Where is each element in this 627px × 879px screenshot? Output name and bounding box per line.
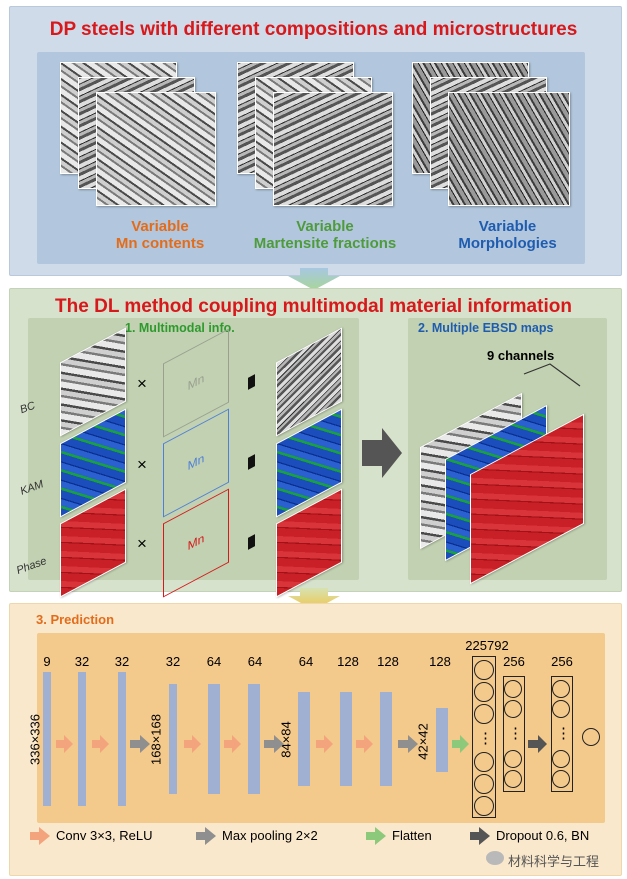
layer-bar xyxy=(208,684,220,794)
ellipsis: ⋮ xyxy=(556,725,571,742)
times-sign: × xyxy=(137,534,147,553)
channels-brace xyxy=(523,363,581,387)
layer-bar xyxy=(298,692,310,786)
neuron xyxy=(504,770,522,788)
ellipsis: ⋮ xyxy=(508,725,523,742)
neuron xyxy=(474,752,494,772)
channel-count: 128 xyxy=(429,654,451,669)
output-neuron xyxy=(582,728,600,746)
channel-count: 9 xyxy=(43,654,51,669)
legend-dropout-label: Dropout 0.6, BN xyxy=(496,828,590,843)
neuron xyxy=(552,700,570,718)
group-morphology-line1: Variable xyxy=(478,218,537,235)
group-martensite-label: Variable Martensite fractions xyxy=(240,218,410,252)
channel-count: 128 xyxy=(377,654,399,669)
layer-bar xyxy=(248,684,260,794)
right-arrow-icon xyxy=(362,428,402,478)
legend-conv-icon xyxy=(30,827,50,845)
neuron xyxy=(474,796,494,816)
section1-title: DP steels with different compositions an… xyxy=(49,19,578,40)
ellipsis: ⋮ xyxy=(478,730,493,747)
channel-count: 128 xyxy=(337,654,359,669)
neuron xyxy=(504,680,522,698)
flatten-layer xyxy=(472,656,496,818)
channel-count: 32 xyxy=(165,654,181,669)
legend-pool-label: Max pooling 2×2 xyxy=(222,828,318,843)
group-morphology-line2: Morphologies xyxy=(458,235,557,252)
legend-flatten-label: Flatten xyxy=(392,828,432,843)
group-morphology-label: Variable Morphologies xyxy=(425,218,590,252)
neuron xyxy=(504,700,522,718)
channel-count: 256 xyxy=(503,654,525,669)
neuron xyxy=(504,750,522,768)
neuron xyxy=(474,682,494,702)
down-arrow-icon xyxy=(288,588,340,610)
dense-layer xyxy=(551,676,573,792)
legend-pool-icon xyxy=(196,827,216,845)
channel-count: 225792 xyxy=(465,638,509,653)
legend-conv-label: Conv 3×3, ReLU xyxy=(56,828,153,843)
neuron xyxy=(474,704,494,724)
layer-bar xyxy=(169,684,177,794)
ebsd-subtitle: 2. Multiple EBSD maps xyxy=(418,321,554,335)
group-martensite-line1: Variable xyxy=(296,218,354,235)
neuron xyxy=(552,750,570,768)
micrograph xyxy=(448,92,570,206)
multimodal-subtitle: 1. Multimodal info. xyxy=(125,321,235,335)
dense-layer xyxy=(503,676,525,792)
legend-flatten-icon xyxy=(366,827,386,845)
micrograph xyxy=(273,92,393,206)
channel-count: 32 xyxy=(114,654,130,669)
mn-label: Mn xyxy=(187,370,205,394)
wechat-icon xyxy=(486,851,504,865)
layer-bar xyxy=(118,672,126,806)
layer-bar xyxy=(340,692,352,786)
neuron xyxy=(474,774,494,794)
section2-title: The DL method coupling multimodal materi… xyxy=(55,296,572,317)
neuron xyxy=(552,770,570,788)
group-martensite-line2: Martensite fractions xyxy=(253,235,397,252)
micrograph xyxy=(96,92,216,206)
times-sign: × xyxy=(137,455,147,474)
group-mn-line2: Mn contents xyxy=(115,235,205,252)
channel-count: 64 xyxy=(298,654,314,669)
layer-bar xyxy=(380,692,392,786)
channels-label: 9 channels xyxy=(487,348,555,363)
section3-title: 3. Prediction xyxy=(36,612,115,627)
group-mn-line1: Variable xyxy=(131,218,189,235)
neuron xyxy=(552,680,570,698)
mn-label: Mn xyxy=(187,530,205,554)
down-arrow-icon xyxy=(288,268,340,290)
layer-bar xyxy=(78,672,86,806)
watermark: 材料科学与工程 xyxy=(508,854,600,869)
neuron xyxy=(474,660,494,680)
network-arrows xyxy=(56,735,547,753)
channel-count: 256 xyxy=(551,654,573,669)
channel-count: 32 xyxy=(74,654,90,669)
layer-bar xyxy=(436,708,448,772)
channel-count: 64 xyxy=(247,654,263,669)
group-mn-label: Variable Mn contents xyxy=(80,218,240,252)
layer-bar xyxy=(43,672,51,806)
mn-label: Mn xyxy=(187,450,205,474)
channel-count: 64 xyxy=(206,654,222,669)
legend-dropout-icon xyxy=(470,827,490,845)
times-sign: × xyxy=(137,374,147,393)
